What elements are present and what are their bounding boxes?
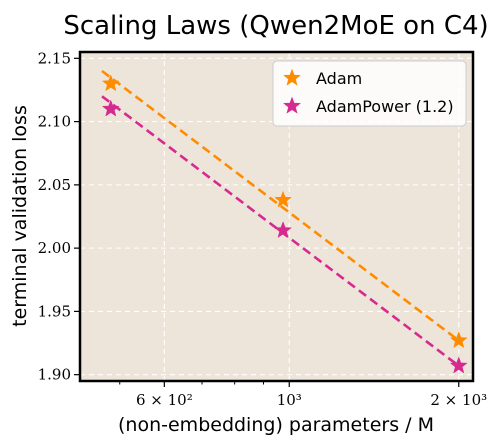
y-tick-label-5: 2.15 — [38, 49, 71, 67]
legend-marker-1 — [283, 96, 301, 114]
point-series-0-0 — [102, 74, 120, 91]
y-tick-label-1: 1.95 — [38, 302, 71, 320]
x-tick-label-0: 6 × 10² — [136, 391, 193, 409]
legend: Adam AdamPower (1.2) — [272, 60, 467, 127]
legend-label-0: Adam — [316, 69, 362, 88]
y-tick-label-4: 2.10 — [38, 113, 71, 131]
fit-lines — [101, 69, 460, 367]
x-tick-label-1: 10³ — [277, 391, 302, 409]
chart-title: Scaling Laws (Qwen2MoE on C4) — [63, 11, 488, 41]
x-axis-ticks: 6 × 10² 10³ 2 × 10³ — [119, 381, 487, 409]
y-axis-label: terminal validation loss — [9, 105, 31, 327]
legend-box — [272, 60, 467, 127]
plot-frame — [78, 50, 475, 383]
x-axis-label: (non-embedding) parameters / M — [118, 414, 434, 436]
point-series-1-0 — [102, 100, 120, 117]
legend-marker-0 — [283, 68, 301, 86]
legend-label-1: AdamPower (1.2) — [316, 97, 454, 116]
point-series-0-2 — [450, 331, 468, 348]
y-tick-label-3: 2.05 — [38, 176, 71, 194]
point-series-0-1 — [274, 191, 292, 208]
fit-line-series-0 — [101, 69, 460, 342]
y-axis-ticks: 1.90 1.95 2.00 2.05 2.10 2.15 — [38, 49, 80, 384]
y-tick-label-0: 1.90 — [38, 366, 71, 384]
data-points — [102, 74, 468, 373]
y-tick-label-2: 2.00 — [38, 239, 71, 257]
point-series-1-2 — [450, 357, 468, 373]
x-tick-label-2: 2 × 10³ — [430, 391, 487, 409]
fit-line-series-1 — [101, 95, 460, 367]
point-series-1-1 — [274, 221, 292, 238]
